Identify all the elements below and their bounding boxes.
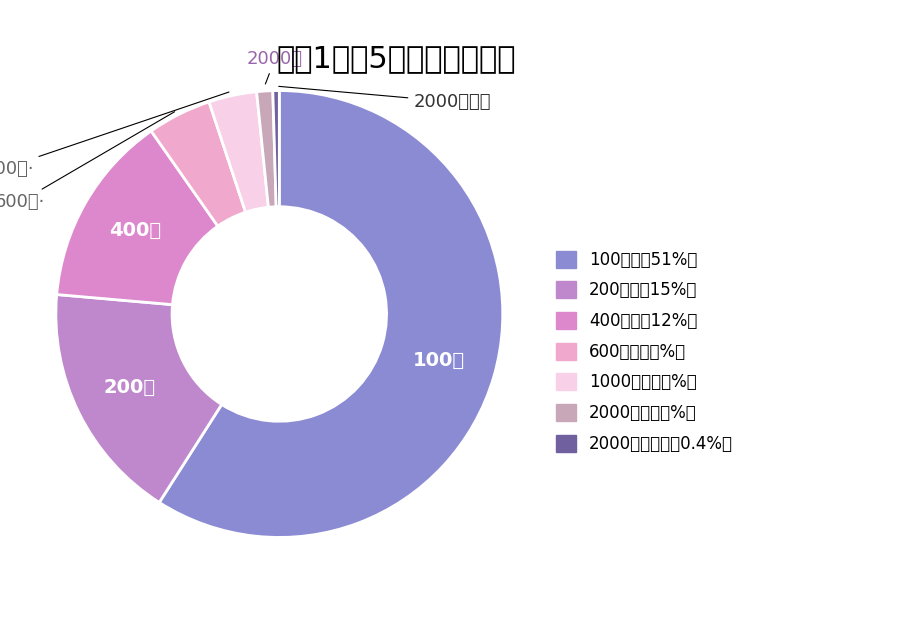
Wedge shape <box>151 102 246 226</box>
Legend: 100万円（51%）, 200万円（15%）, 400万円（12%）, 600万円（４%）, 1000万円（３%）, 2000万円（１%）, 2000万円以上（: 100万円（51%）, 200万円（15%）, 400万円（12%）, 600万… <box>549 244 740 460</box>
Text: 2000万以上: 2000万以上 <box>278 87 491 111</box>
Wedge shape <box>273 90 279 207</box>
Text: 2000万: 2000万 <box>247 50 303 84</box>
Wedge shape <box>209 92 268 212</box>
Text: 200万: 200万 <box>104 378 156 397</box>
Wedge shape <box>56 295 222 502</box>
Wedge shape <box>257 90 277 207</box>
Text: 結婚1年～5年未満の財産額: 結婚1年～5年未満の財産額 <box>277 44 516 73</box>
Text: 100万: 100万 <box>413 351 465 370</box>
Text: 1000万·: 1000万· <box>0 92 229 178</box>
Text: 400万: 400万 <box>109 221 161 241</box>
Wedge shape <box>159 90 503 538</box>
Text: 600万·: 600万· <box>0 112 175 211</box>
Wedge shape <box>57 131 218 305</box>
